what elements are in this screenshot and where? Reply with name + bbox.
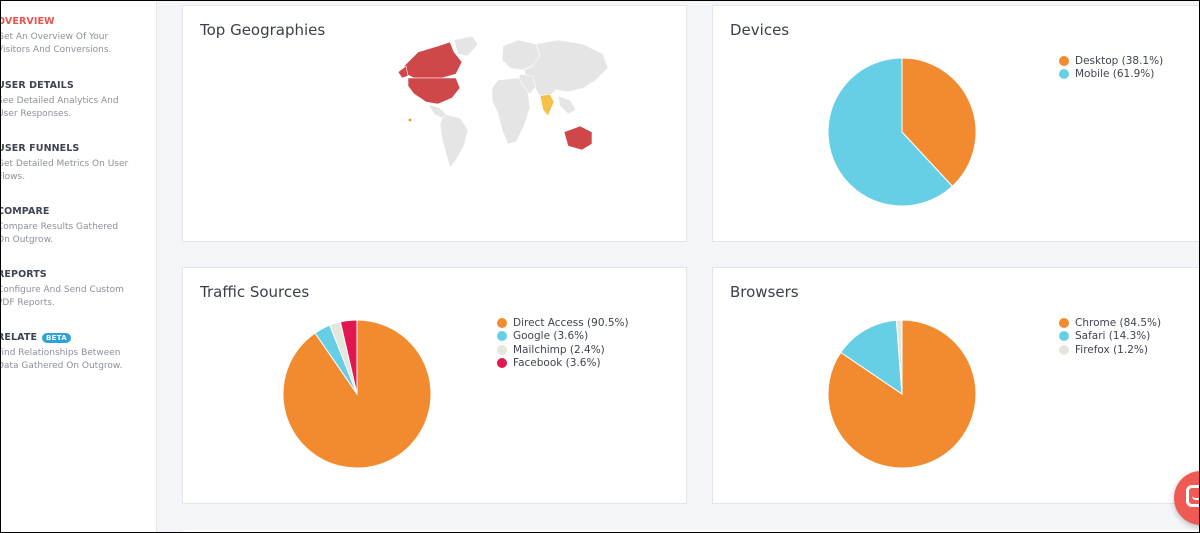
legend-label: Google (3.6%) <box>513 330 589 343</box>
legend-item-safari[interactable]: Safari (14.3%) <box>1059 330 1161 344</box>
legend-item-google[interactable]: Google (3.6%) <box>497 330 629 344</box>
legend-label: Chrome (84.5%) <box>1075 316 1162 329</box>
traffic-sources-pie-chart[interactable] <box>281 318 433 470</box>
card-title: Browsers <box>730 283 799 301</box>
legend-dot <box>1059 317 1069 328</box>
nav-item-reports[interactable]: REPORTS Configure And Send Custom PDF Re… <box>0 269 147 309</box>
legend-item-facebook[interactable]: Facebook (3.6%) <box>497 357 629 371</box>
map-region-alaska <box>397 65 409 79</box>
legend-label: Mobile (61.9%) <box>1075 68 1155 81</box>
map-region-greenland <box>453 35 479 57</box>
legend-dot <box>497 344 507 355</box>
legend-dot <box>1059 331 1069 342</box>
map-region-india <box>539 93 555 117</box>
legend-label: Mailchimp (2.4%) <box>513 343 605 356</box>
card-browsers: Browsers Chrome (84.5%) Safari (14.3%) F… <box>712 267 1200 504</box>
legend-item-mobile[interactable]: Mobile (61.9%) <box>1059 68 1163 82</box>
card-devices: Devices Desktop (38.1%) Mobile (61.9%) <box>712 5 1200 242</box>
nav-item-user-details[interactable]: USER DETAILS See Detailed Analytics And … <box>0 80 147 120</box>
nav-desc-line: See Detailed Analytics And <box>0 96 119 106</box>
legend-dot <box>497 331 507 342</box>
nav-desc: Get Detailed Metrics On User Flows. <box>0 158 147 183</box>
map-marker <box>408 118 412 122</box>
nav-title: OVERVIEW <box>0 16 55 27</box>
nav-desc-line: Data Gathered On Outgrow. <box>0 360 123 371</box>
next-card-edge <box>183 530 1200 533</box>
legend-item-chrome[interactable]: Chrome (84.5%) <box>1059 316 1161 330</box>
nav-desc-line: Get Detailed Metrics On User <box>0 159 129 169</box>
pie-slice-mobile[interactable] <box>827 57 954 207</box>
legend-label: Facebook (3.6%) <box>513 357 601 370</box>
nav-desc-line: Flows. <box>0 171 26 182</box>
map-region-australia <box>563 125 593 151</box>
nav-item-user-funnels[interactable]: USER FUNNELS Get Detailed Metrics On Use… <box>0 143 147 183</box>
browsers-pie-chart[interactable] <box>826 318 978 470</box>
map-region-central-america <box>427 103 447 119</box>
nav-desc-line: Get An Overview Of Your <box>0 32 109 42</box>
nav-desc-line: User Responses. <box>0 108 72 119</box>
legend-dot <box>1059 55 1069 66</box>
nav-desc: Get An Overview Of Your Visitors And Con… <box>0 31 147 56</box>
legend-dot <box>497 358 507 369</box>
legend-item-direct-access[interactable]: Direct Access (90.5%) <box>497 316 629 330</box>
traffic-sources-legend: Direct Access (90.5%) Google (3.6%) Mail… <box>497 316 629 370</box>
nav-item-overview[interactable]: OVERVIEW Get An Overview Of Your Visitor… <box>0 16 147 56</box>
card-traffic-sources: Traffic Sources Direct Access (90.5%) Go… <box>182 267 687 504</box>
legend-label: Firefox (1.2%) <box>1075 343 1148 356</box>
legend-label: Safari (14.3%) <box>1075 330 1151 343</box>
map-region-asia <box>523 39 609 99</box>
card-title: Top Geographies <box>200 21 326 39</box>
pie-slice-chrome[interactable] <box>827 319 977 469</box>
card-top-geographies: Top Geographies <box>182 5 687 242</box>
card-title: Devices <box>730 21 790 39</box>
devices-pie-chart[interactable] <box>826 56 978 208</box>
nav-title: COMPARE <box>0 206 50 217</box>
pie-slice-facebook[interactable] <box>339 319 358 395</box>
pie-slice-desktop[interactable] <box>901 57 977 187</box>
map-region-usa <box>407 77 461 105</box>
legend-item-desktop[interactable]: Desktop (38.1%) <box>1059 54 1163 68</box>
beta-badge: BETA <box>42 332 72 343</box>
chat-icon <box>1186 485 1200 507</box>
legend-dot <box>1059 344 1069 355</box>
legend-item-firefox[interactable]: Firefox (1.2%) <box>1059 343 1161 357</box>
legend-dot <box>497 317 507 328</box>
nav-title: RELATE BETA <box>0 332 147 343</box>
card-title: Traffic Sources <box>200 283 310 301</box>
legend-dot <box>1059 69 1069 80</box>
map-region-southeast-asia <box>557 95 577 115</box>
nav-desc: Configure And Send Custom PDF Reports. <box>0 284 147 309</box>
nav-desc: Compare Results Gathered On Outgrow. <box>0 221 147 246</box>
sidebar: OVERVIEW Get An Overview Of Your Visitor… <box>0 0 157 533</box>
nav-item-compare[interactable]: COMPARE Compare Results Gathered On Outg… <box>0 206 147 246</box>
browsers-legend: Chrome (84.5%) Safari (14.3%) Firefox (1… <box>1059 316 1161 357</box>
pie-slice-firefox[interactable] <box>895 319 903 395</box>
world-map[interactable] <box>397 34 613 169</box>
nav-desc-line: Compare Results Gathered <box>0 222 119 232</box>
map-region-south-america <box>439 113 469 169</box>
legend-label: Desktop (38.1%) <box>1075 54 1164 67</box>
nav-desc-line: PDF Reports. <box>0 297 55 308</box>
nav-desc: See Detailed Analytics And User Response… <box>0 95 147 120</box>
legend-item-mailchimp[interactable]: Mailchimp (2.4%) <box>497 343 629 357</box>
nav-desc-line: Find Relationships Between <box>0 348 121 358</box>
legend-label: Direct Access (90.5%) <box>513 316 629 329</box>
nav-desc-line: Visitors And Conversions. <box>0 44 112 55</box>
nav-desc: Find Relationships Between Data Gathered… <box>0 347 147 372</box>
nav-title-text: RELATE <box>0 332 38 343</box>
nav-desc-line: On Outgrow. <box>0 234 54 245</box>
nav-title: REPORTS <box>0 269 47 280</box>
nav-desc-line: Configure And Send Custom <box>0 285 124 295</box>
map-region-canada <box>403 41 463 79</box>
map-region-africa <box>491 77 531 145</box>
devices-legend: Desktop (38.1%) Mobile (61.9%) <box>1059 54 1163 81</box>
nav-title: USER FUNNELS <box>0 143 80 154</box>
pie-slice-safari[interactable] <box>840 319 903 395</box>
nav-item-relate[interactable]: RELATE BETA Find Relationships Between D… <box>0 332 147 372</box>
nav-title: USER DETAILS <box>0 80 74 91</box>
